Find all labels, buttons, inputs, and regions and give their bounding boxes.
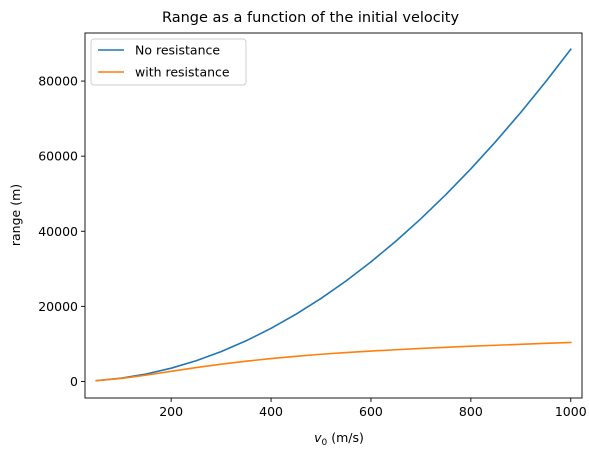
- y-tick-label: 40000: [38, 224, 78, 239]
- legend-label-1: No resistance: [135, 43, 220, 58]
- y-tick-label: 20000: [38, 299, 78, 314]
- series-layer: [95, 48, 572, 382]
- x-axis-label-subscript: 0: [322, 438, 328, 448]
- y-tick-label: 0: [70, 374, 78, 389]
- x-tick-label: 600: [359, 404, 383, 419]
- legend: No resistance with resistance: [90, 38, 247, 86]
- series-line-2: [95, 341, 572, 382]
- x-axis-label: v0 (m/s): [314, 430, 364, 448]
- y-tick-label: 80000: [38, 74, 78, 89]
- x-axis-label-symbol: v: [314, 430, 322, 445]
- x-tick-label: 1000: [555, 404, 587, 419]
- legend-label-2: with resistance: [135, 65, 230, 80]
- y-axis-label: range (m): [8, 184, 23, 246]
- x-tick-label: 400: [259, 404, 283, 419]
- y-tick-label: 60000: [38, 149, 78, 164]
- chart-title: Range as a function of the initial veloc…: [162, 10, 460, 26]
- x-tick-label: 200: [159, 404, 183, 419]
- legend-box: [90, 38, 247, 86]
- x-tick-label: 800: [459, 404, 483, 419]
- x-axis-label-unit: (m/s): [327, 430, 364, 445]
- x-axis-ticks: 200 400 600 800 1000: [159, 398, 587, 419]
- series-line-1: [95, 48, 572, 382]
- plot-frame: [84, 32, 583, 399]
- y-axis-ticks: 0 20000 40000 60000 80000: [38, 74, 85, 389]
